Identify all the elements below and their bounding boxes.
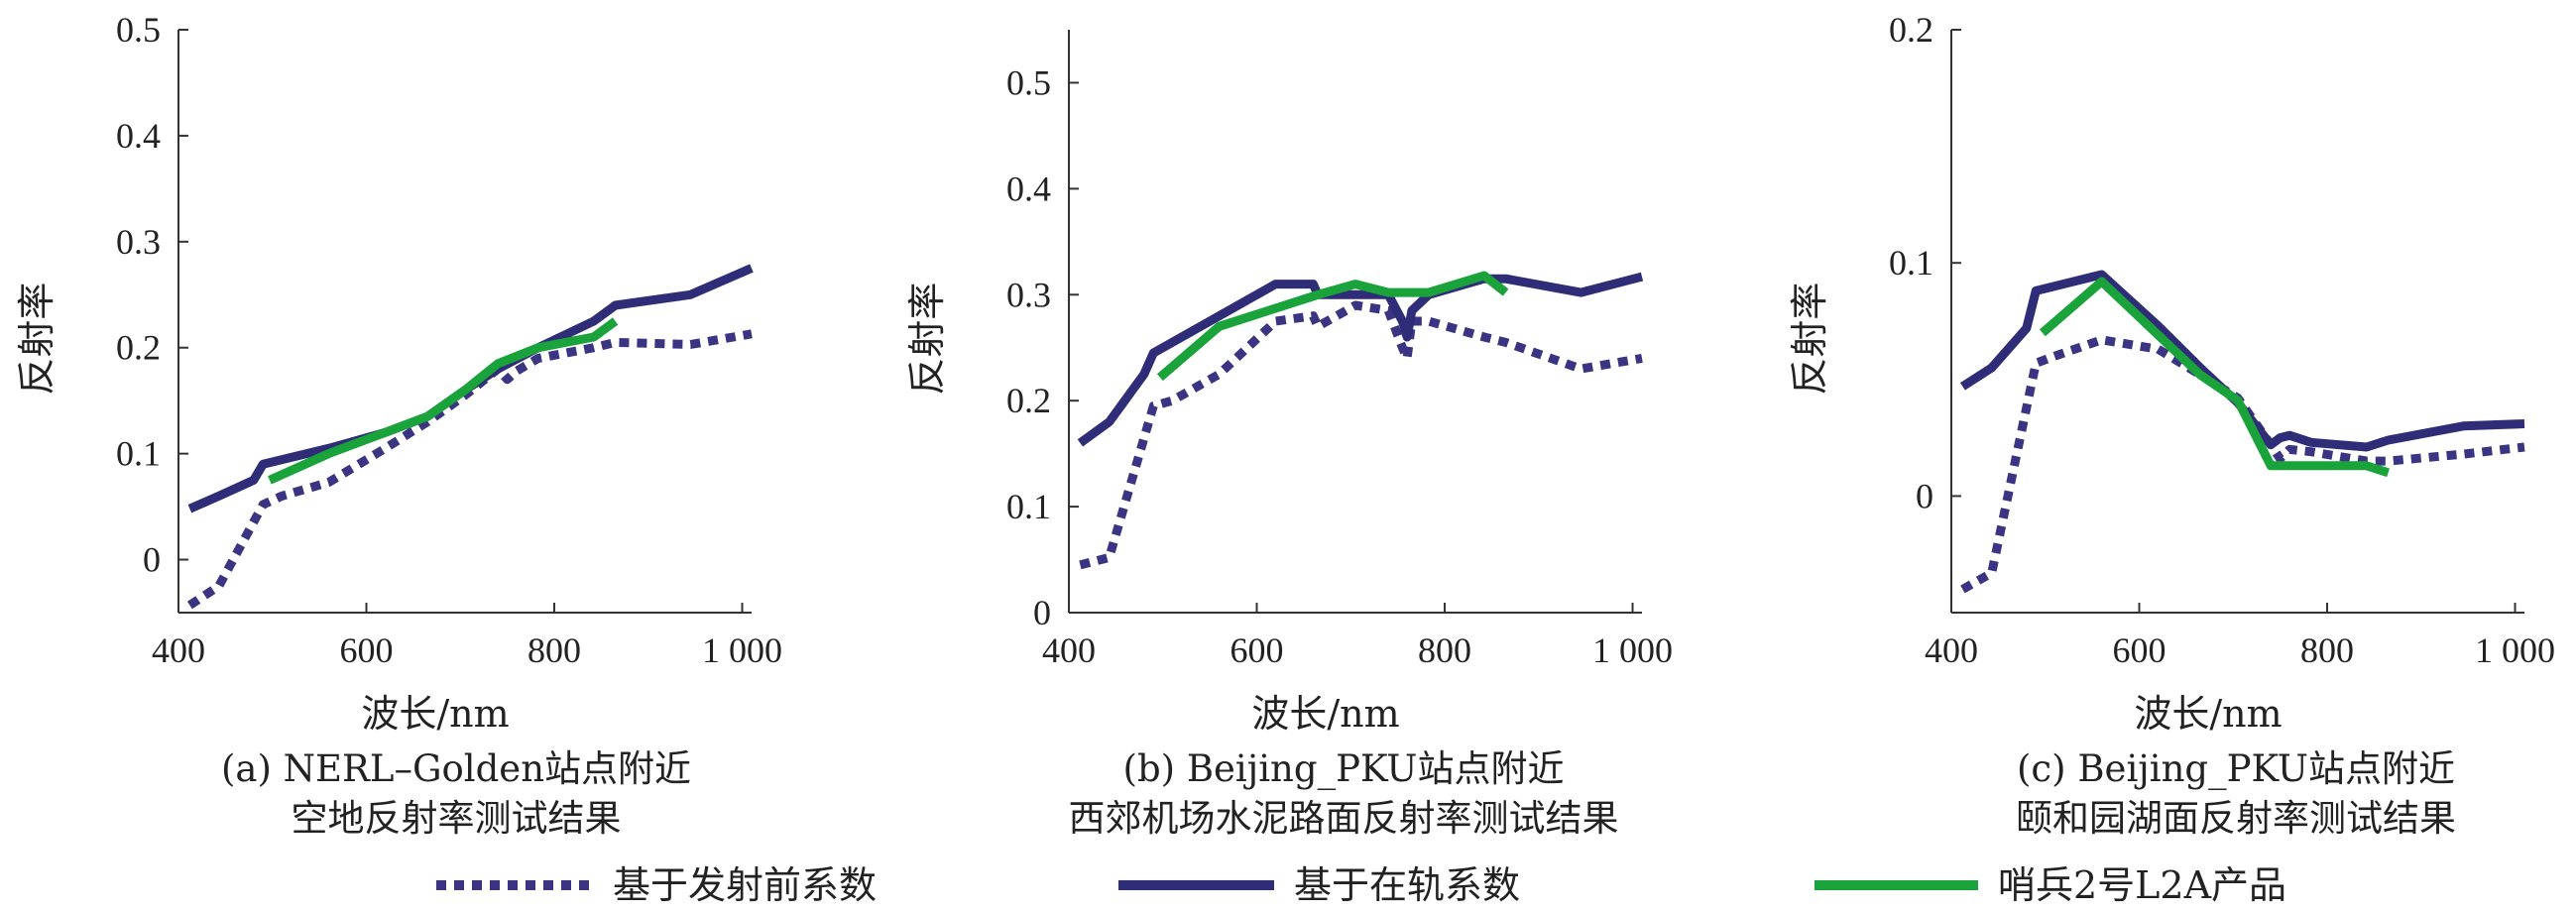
x-tick-label: 600 [2113,630,2166,670]
x-tick-label: 1 000 [2475,630,2555,670]
y-tick-label: 0.3 [1006,275,1051,314]
x-tick-label: 800 [527,630,581,670]
series-line-prelaunch [1960,335,2525,594]
legend-label-prelaunch: 基于发射前系数 [613,863,877,907]
chart-panel-1: 0 0.1 0.2 0.3 0.4 0.5 400 600 800 1 000 波长/nm 反射率 (a… [15,10,782,840]
x-tick-label: 1 000 [702,630,782,670]
series-line-sentinel [2039,277,2390,478]
panel-caption-line2: 颐和园湖面反射率测试结果 [2016,797,2456,840]
series-line-prelaunch [186,329,753,610]
x-tick-label: 800 [1418,630,1471,670]
panel-caption-line1: (a) NERL–Golden站点附近 [221,747,691,790]
legend-label-onorbit: 基于在轨系数 [1294,863,1520,907]
panel-caption-line1: (c) Beijing_PKU站点附近 [2017,747,2455,791]
panel-caption-line1: (b) Beijing_PKU站点附近 [1123,747,1565,791]
panel-caption-line2: 西郊机场水泥路面反射率测试结果 [1069,797,1619,840]
series-line-sentinel [1156,271,1509,382]
y-tick-label: 0.2 [116,328,161,368]
chart-panel-3: 0 0.1 0.2 400 600 800 1 000 波长/nm 反射率 (c) Beijing… [1788,10,2555,840]
y-tick-label: 0.4 [116,116,161,156]
y-tick-label: 0.5 [116,10,161,50]
y-axis-label: 反射率 [15,283,59,396]
x-tick-label: 400 [1042,630,1096,670]
y-tick-label: 0 [143,540,161,580]
y-tick-label: 0.3 [116,222,161,262]
series-line-prelaunch [1079,300,1643,570]
x-tick-label: 600 [340,630,394,670]
chart-panels: 0 0.1 0.2 0.3 0.4 0.5 400 600 800 1 000 波长/nm 反射率 (a… [15,10,2555,840]
legend-item-prelaunch: 基于发射前系数 [436,863,877,907]
x-tick-label: 400 [1925,630,1978,670]
x-axis-label: 波长/nm [2134,692,2282,736]
y-tick-label: 0.1 [116,434,161,474]
panel-caption-line2: 空地反射率测试结果 [292,797,622,840]
x-tick-label: 1 000 [1592,630,1673,670]
y-axis-label: 反射率 [1788,283,1831,396]
legend-item-onorbit: 基于在轨系数 [1118,863,1520,907]
y-tick-label: 0.2 [1889,10,1933,50]
x-tick-label: 400 [152,630,205,670]
x-tick-label: 600 [1230,630,1284,670]
series-line-sentinel [268,317,619,485]
y-tick-label: 0 [1033,593,1051,632]
y-tick-label: 0 [1916,476,1933,515]
x-axis-label: 波长/nm [361,692,509,736]
x-tick-label: 800 [2300,630,2354,670]
y-tick-label: 0.2 [1006,381,1051,420]
legend-item-sentinel: 哨兵2号L2A产品 [1815,863,2286,907]
legend-label-sentinel: 哨兵2号L2A产品 [1998,863,2286,907]
y-axis-label: 反射率 [905,283,949,396]
y-tick-label: 0.5 [1006,62,1051,102]
y-tick-label: 0.1 [1889,243,1933,283]
x-axis-label: 波长/nm [1251,692,1399,736]
y-tick-label: 0.1 [1006,487,1051,526]
y-tick-label: 0.4 [1006,169,1051,208]
legend: 基于发射前系数 基于在轨系数 哨兵2号L2A产品 [436,863,2286,907]
chart-panel-2: 0 0.1 0.2 0.3 0.4 0.5 400 600 800 1 000 波长/nm 反射率 (b… [905,30,1673,840]
